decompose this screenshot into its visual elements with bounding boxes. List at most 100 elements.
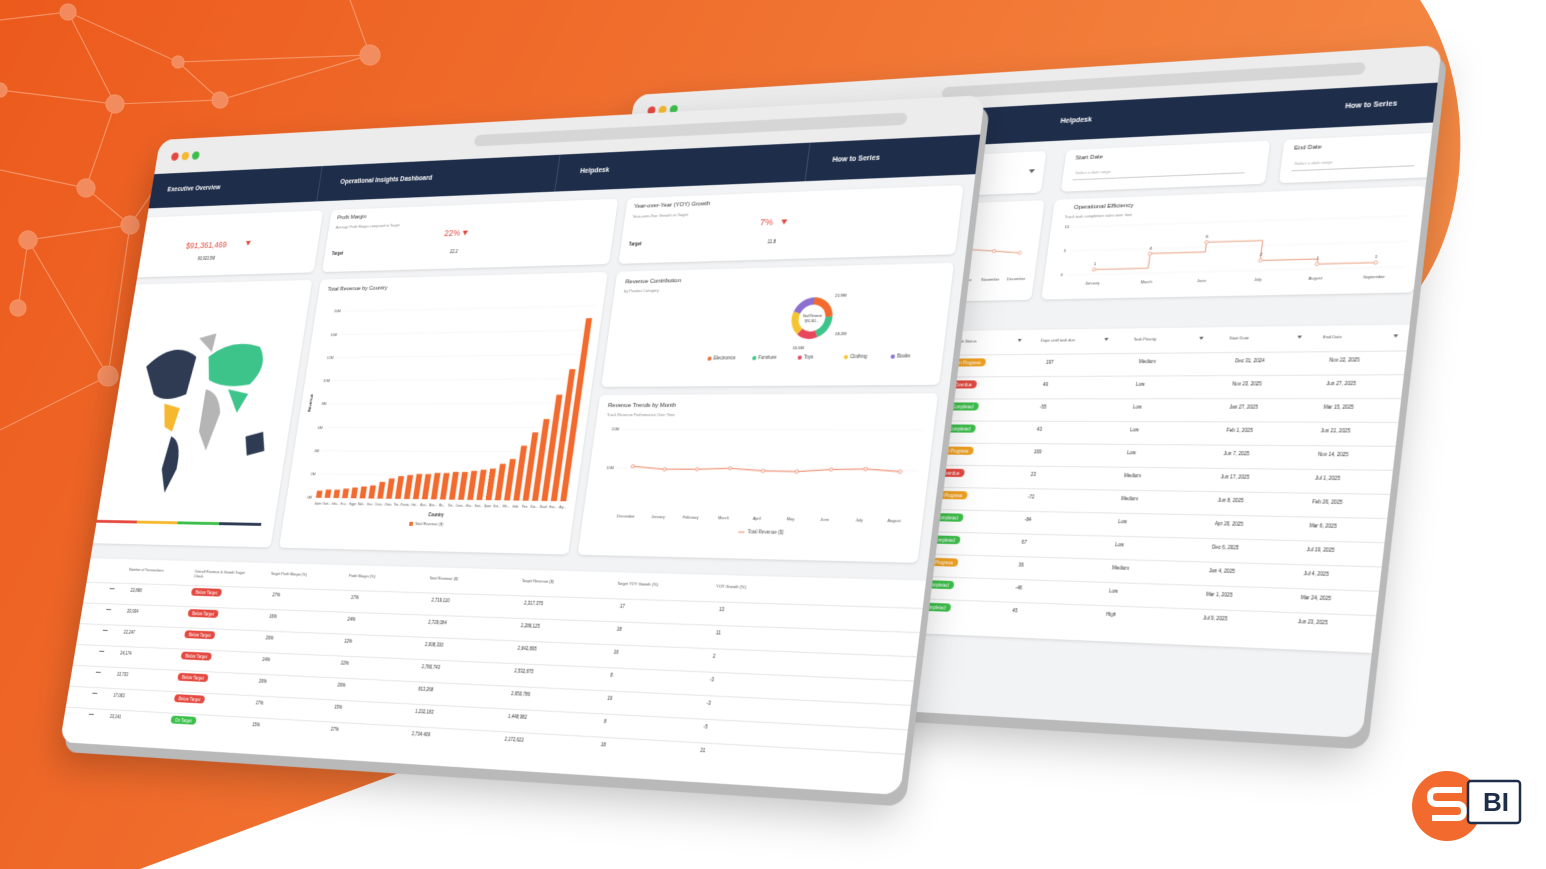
data-label: 21.9M [835,293,847,298]
x-tick-label: Hei... [411,504,418,508]
y-tick-label: 10 [1064,225,1069,230]
date-placeholder: Select a date range [1075,168,1112,176]
header-chevron [1198,336,1204,340]
column-header: Target Profit Margin (%) [270,570,308,577]
table-cell: 21 [700,747,706,754]
data-label: 1 [1316,256,1319,261]
table-cell: 8 [610,672,614,678]
grid-line [1073,216,1411,227]
table-cell: Jun 21, 2025 [1320,428,1351,434]
yoy-card: Year-over-Year (YOY) Growth Year-over-Yea… [618,185,964,264]
map-legend-bar [96,519,138,524]
bar [368,485,376,499]
header-chevron [1297,335,1303,339]
bar [458,471,468,500]
table-cell: 45 [1012,608,1018,614]
nav-item[interactable]: How to Series [1344,100,1398,111]
table-cell: 17,063 [112,692,125,699]
line-point [1374,261,1378,264]
table-cell: Low [1129,427,1140,433]
nav-item[interactable]: Executive Overview [166,184,221,194]
x-tick-label: April [753,516,762,521]
table-cell: 22,868 [130,587,143,593]
y-tick-label: 8M [321,402,327,407]
table-cell: 15% [251,722,261,728]
line-chart: 10M 20M December January February March April M… [606,427,938,536]
column-header: Number of Transactions [128,566,165,573]
table-cell: 24,174 [119,650,132,657]
table-cell: 17% [255,700,264,706]
date-input[interactable]: Select a date range [1072,159,1247,181]
nav-item[interactable]: How to Series [831,154,881,164]
expand-toggle[interactable] [106,608,112,611]
table-cell: Medium [1138,358,1157,365]
date-input[interactable]: Select a date range [1291,152,1416,172]
status-pill: On Target [170,715,197,725]
y-tick-label: 2M [310,472,316,477]
table-cell: 26% [258,678,268,685]
line-point [992,249,996,252]
x-tick-label: January [1085,281,1101,286]
x-tick-label: Ecu... [340,503,348,507]
x-tick-label: Mari... [420,504,428,508]
grid-line [336,354,589,357]
bar [403,475,414,500]
line-point [695,468,699,471]
x-tick-label: Irela... [331,502,339,506]
grid-line [1070,241,1408,251]
expand-toggle[interactable] [92,692,98,694]
table-cell: Nov 23, 2025 [1231,381,1262,387]
expand-toggle[interactable] [88,713,94,716]
expand-toggle[interactable] [109,588,115,590]
line-point [1092,268,1096,271]
x-tick-label: The... [447,504,455,508]
expand-toggle[interactable] [99,650,105,652]
y-tick-label: 10M [323,379,331,384]
x-tick-label: October [957,278,973,283]
status-pill: Below Target [184,630,216,640]
column-header: Start Date [1229,335,1250,341]
map-region [195,389,224,451]
legend-label: Furniture [758,356,777,361]
table-cell: 2,642,895 [517,645,537,652]
column-header: Task Status [955,338,977,344]
map-card [85,279,313,548]
table-cell: Low [1135,381,1146,387]
table-cell: -5 [703,724,708,730]
nav-item[interactable]: Helpdesk [579,166,610,176]
step-line [1094,237,1379,269]
y-tick-label: 10M [606,466,614,471]
bar [394,476,405,499]
column-header: Total Revenue ($) [428,575,459,582]
status-pill: Completed [918,602,952,612]
date-filter: Start Date Select a date range [1060,140,1271,192]
map-region [140,349,198,400]
logo-text: BI [1483,787,1509,817]
status-pill: Overdue [937,468,966,478]
down-arrow [462,230,469,236]
column-header: Target Revenue ($) [521,577,555,584]
x-tick-label: December [1007,276,1027,281]
header-chevron [1104,337,1109,341]
nav-item[interactable]: Helpdesk [1059,116,1093,126]
efficiency-line-chart: 0 5 10 1 January 4 March 6 June 2 July 1 August 1 Sept… [1060,186,1425,286]
table-cell: 18 [600,742,607,748]
map-region [159,403,181,432]
table-cell: Low [1132,404,1143,410]
table-cell: Medium [1111,565,1130,571]
x-tick-label: August [1308,276,1323,281]
table-cell: 2,719,110 [431,597,450,604]
expand-toggle[interactable] [95,671,101,673]
y-axis-label: Revenue [307,394,314,412]
line-chart-card: Revenue Trends by Month Track Revenue Per… [577,393,939,563]
x-tick-label: Puerto... [400,503,411,507]
legend-label: Total Revenue ($) [414,522,443,527]
bar [503,459,516,501]
nav-item[interactable]: Operational Insights Dashboard [339,174,433,186]
x-tick-label: Egypt [349,503,357,507]
table-cell: 24% [347,616,356,623]
table-cell: 2,008,330 [424,641,444,648]
map-legend-bar [136,520,178,525]
expand-toggle[interactable] [102,629,108,631]
